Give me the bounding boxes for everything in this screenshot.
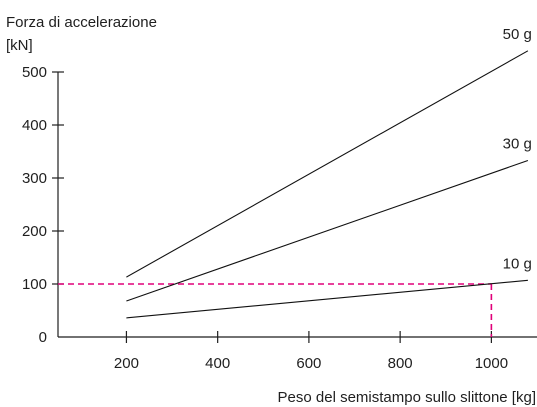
- series-label-50g: 50 g: [503, 26, 532, 43]
- x-tick-label-600: 600: [296, 355, 321, 372]
- series-label-10g: 10 g: [503, 255, 532, 272]
- reference-lines: [58, 283, 493, 337]
- y-tick-label-400: 400: [22, 117, 47, 134]
- x-tick-label-400: 400: [205, 355, 230, 372]
- axes: 200 400 600 800 1000 0 100 200 300 400 500: [22, 64, 537, 372]
- y-tick-label-300: 300: [22, 170, 47, 187]
- series-line-30g: [126, 159, 529, 302]
- y-axis-label-line2: [kN]: [6, 37, 33, 54]
- y-tick-label-200: 200: [22, 223, 47, 240]
- x-tick-label-200: 200: [114, 355, 139, 372]
- series-line-50g: [126, 50, 529, 278]
- y-tick-label-100: 100: [22, 276, 47, 293]
- x-tick-label-800: 800: [388, 355, 413, 372]
- x-tick-label-1000: 1000: [475, 355, 508, 372]
- y-tick-label-500: 500: [22, 64, 47, 81]
- series-line-10g: [126, 279, 528, 319]
- y-tick-label-0: 0: [39, 329, 47, 346]
- series-label-30g: 30 g: [503, 136, 532, 153]
- y-axis-label-line1: Forza di accelerazione: [6, 14, 157, 31]
- series-lines: [126, 50, 529, 319]
- x-axis-label: Peso del semistampo sullo slittone [kg]: [278, 389, 536, 406]
- labels: 50 g 30 g 10 g: [503, 26, 532, 272]
